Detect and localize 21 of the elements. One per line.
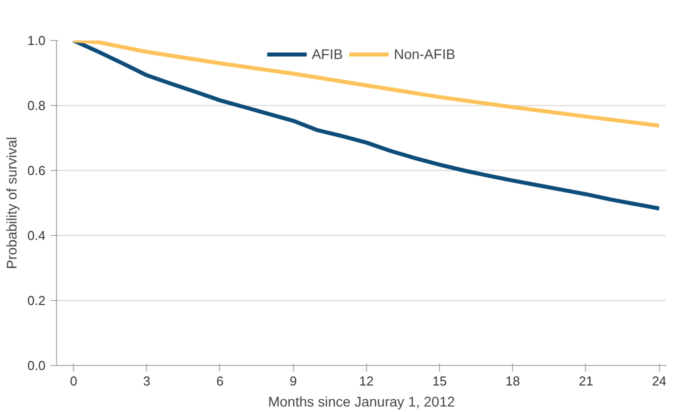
y-tick-label: 0.0 [27,358,46,373]
x-tick-label: 0 [70,374,78,388]
line-series [72,40,662,128]
x-tick-label: 6 [216,374,224,388]
x-tick-label: 21 [578,374,594,388]
y-tick-label: 0.4 [27,228,46,243]
x-tick-label: 18 [506,374,520,388]
x-tick-label: 24 [652,374,666,388]
legend-label: Non-AFIB [394,46,456,62]
x-tick-label: 12 [359,374,374,388]
x-tick-label: 9 [290,374,297,388]
y-axis-title: Probability of survival [3,136,20,270]
y-tick-label: 1.0 [27,33,46,48]
legend-label: AFIB [312,46,343,62]
x-tick-label: 15 [432,374,447,388]
y-tick-label: 0.6 [27,163,46,178]
x-tick-label: 3 [143,374,150,388]
line-series [72,40,662,211]
x-axis-title: Months since Januray 1, 2012 [268,394,456,410]
y-tick-label: 0.8 [27,98,46,113]
y-tick-label: 0.2 [27,293,46,308]
